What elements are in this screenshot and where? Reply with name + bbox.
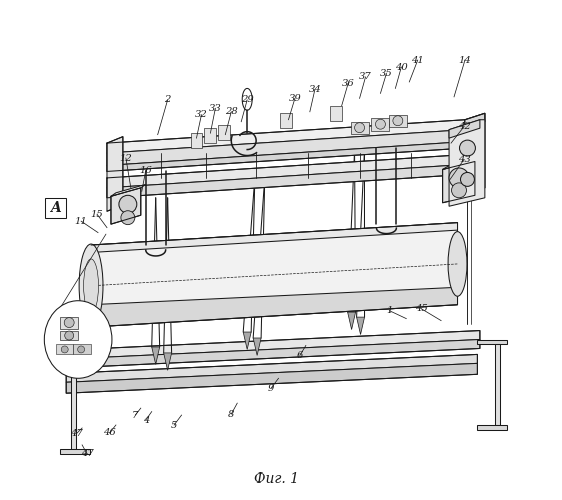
Polygon shape <box>60 330 78 340</box>
Polygon shape <box>164 353 171 370</box>
Circle shape <box>355 122 365 132</box>
Text: 9: 9 <box>268 384 274 392</box>
Text: 12: 12 <box>120 154 132 162</box>
Polygon shape <box>205 128 216 143</box>
Polygon shape <box>280 114 292 128</box>
Polygon shape <box>91 222 457 252</box>
Polygon shape <box>152 347 160 364</box>
Polygon shape <box>66 354 477 382</box>
Text: 14: 14 <box>459 56 472 64</box>
Text: 7: 7 <box>132 410 138 420</box>
Text: Фиг. 1: Фиг. 1 <box>253 472 298 486</box>
Circle shape <box>449 168 469 188</box>
Ellipse shape <box>44 300 112 378</box>
Polygon shape <box>60 449 89 454</box>
Polygon shape <box>91 288 457 327</box>
Text: 33: 33 <box>209 104 222 113</box>
Text: 47: 47 <box>70 430 83 438</box>
Text: 8: 8 <box>228 410 234 418</box>
Polygon shape <box>107 120 465 153</box>
Polygon shape <box>66 364 477 393</box>
Polygon shape <box>107 142 465 172</box>
Polygon shape <box>111 184 146 196</box>
Circle shape <box>64 318 74 328</box>
Polygon shape <box>330 106 342 120</box>
Circle shape <box>78 346 85 353</box>
Polygon shape <box>80 340 480 367</box>
Polygon shape <box>80 330 480 358</box>
Circle shape <box>61 346 68 353</box>
Text: 32: 32 <box>195 110 208 120</box>
Polygon shape <box>218 124 230 140</box>
Text: 43: 43 <box>457 155 470 164</box>
Polygon shape <box>73 344 91 354</box>
Ellipse shape <box>84 259 98 312</box>
Text: 41: 41 <box>411 56 424 64</box>
Text: 6: 6 <box>297 351 303 360</box>
Polygon shape <box>60 317 78 328</box>
Polygon shape <box>191 133 202 148</box>
Circle shape <box>65 331 74 340</box>
Polygon shape <box>465 114 485 196</box>
Text: 46: 46 <box>103 428 116 438</box>
Polygon shape <box>107 130 465 166</box>
Ellipse shape <box>79 244 103 328</box>
Polygon shape <box>449 120 485 206</box>
Polygon shape <box>107 136 123 211</box>
Text: 42: 42 <box>457 122 470 131</box>
Polygon shape <box>45 198 66 218</box>
Circle shape <box>451 183 466 198</box>
Polygon shape <box>443 162 475 203</box>
Text: 1: 1 <box>386 306 393 315</box>
Polygon shape <box>56 344 73 354</box>
Ellipse shape <box>448 232 467 296</box>
Text: 2: 2 <box>165 96 171 104</box>
Text: 28: 28 <box>225 108 238 116</box>
Polygon shape <box>477 340 507 344</box>
Text: 40: 40 <box>395 62 407 72</box>
Text: A: A <box>50 200 61 214</box>
Text: 39: 39 <box>288 94 301 103</box>
Polygon shape <box>348 312 356 330</box>
Polygon shape <box>371 118 389 130</box>
Polygon shape <box>356 317 365 334</box>
Text: 45: 45 <box>415 304 428 313</box>
Circle shape <box>119 196 137 213</box>
Polygon shape <box>389 115 407 127</box>
Text: 35: 35 <box>380 69 393 78</box>
Text: 16: 16 <box>139 166 152 175</box>
Polygon shape <box>60 360 89 364</box>
Circle shape <box>393 116 403 126</box>
Text: 15: 15 <box>90 210 103 218</box>
Polygon shape <box>495 344 500 425</box>
Polygon shape <box>477 425 507 430</box>
Text: 37: 37 <box>359 72 372 82</box>
Text: 11: 11 <box>75 216 88 226</box>
Polygon shape <box>107 154 465 188</box>
Polygon shape <box>253 338 261 355</box>
Circle shape <box>121 210 135 224</box>
Text: 29: 29 <box>241 96 253 104</box>
Circle shape <box>460 140 475 156</box>
Polygon shape <box>351 122 369 134</box>
Text: 34: 34 <box>309 86 321 94</box>
Polygon shape <box>443 158 480 170</box>
Polygon shape <box>449 120 480 138</box>
Polygon shape <box>91 222 457 327</box>
Polygon shape <box>71 364 76 449</box>
Circle shape <box>460 172 474 186</box>
Polygon shape <box>107 164 465 198</box>
Text: 36: 36 <box>342 79 355 88</box>
Polygon shape <box>465 114 485 128</box>
Polygon shape <box>243 332 251 349</box>
Circle shape <box>375 119 386 129</box>
Polygon shape <box>111 188 141 224</box>
Text: 5: 5 <box>171 420 177 430</box>
Text: 47: 47 <box>81 450 93 458</box>
Text: 4: 4 <box>143 416 149 424</box>
